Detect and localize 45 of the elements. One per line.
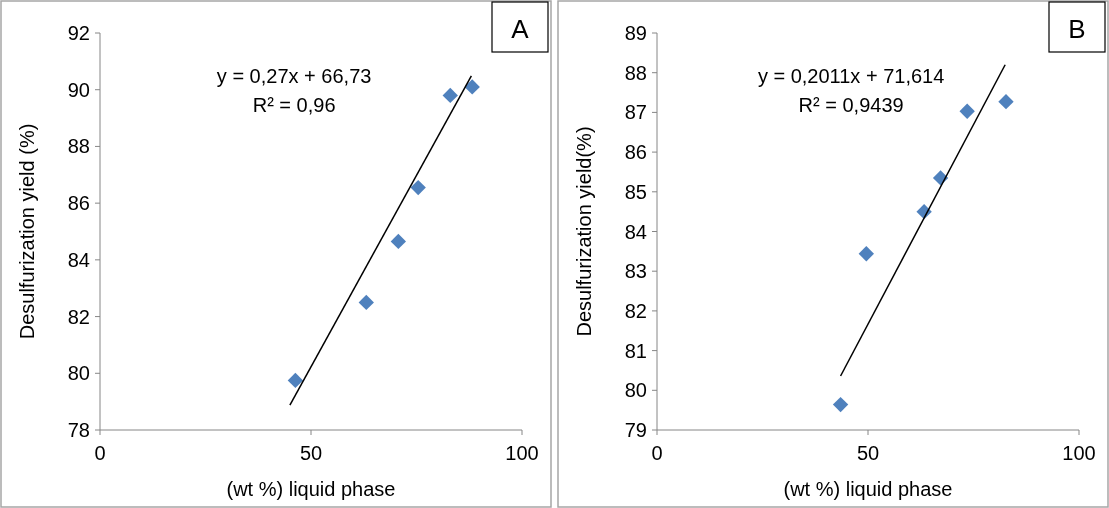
x-tick-label: 100 bbox=[1062, 442, 1096, 464]
point bbox=[358, 294, 374, 311]
y-tick-label: 89 bbox=[624, 22, 647, 44]
annotation: A bbox=[511, 14, 530, 44]
annotation: R² = 0,9439 bbox=[798, 94, 904, 116]
point bbox=[390, 233, 407, 250]
y-axis-title: Desulfurization yield(%) bbox=[573, 126, 595, 337]
annotation: B bbox=[1068, 14, 1086, 44]
y-tick-label: 88 bbox=[67, 135, 90, 158]
y-tick-label: 92 bbox=[67, 22, 90, 44]
annotation: y = 0,27x + 66,73 bbox=[216, 65, 372, 87]
annotation: y = 0,2011x + 71,614 bbox=[757, 65, 945, 87]
y-tick-label: 87 bbox=[624, 101, 647, 124]
y-tick-label: 80 bbox=[67, 362, 90, 385]
point bbox=[464, 79, 480, 95]
y-tick-label: 86 bbox=[624, 141, 647, 164]
annotation: R² = 0,96 bbox=[252, 94, 336, 116]
y-tick-label: 84 bbox=[624, 220, 647, 243]
y-axis-title: Desulfurization yield (%) bbox=[16, 123, 38, 340]
x-tick-label: 50 bbox=[856, 442, 880, 464]
point bbox=[442, 87, 458, 104]
x-tick-label: 0 bbox=[651, 442, 663, 464]
y-tick-label: 82 bbox=[624, 299, 647, 322]
y-tick-label: 82 bbox=[67, 305, 90, 328]
y-tick-label: 83 bbox=[624, 260, 647, 283]
point bbox=[959, 103, 975, 119]
y-tick-label: 88 bbox=[624, 61, 647, 84]
x-tick-label: 100 bbox=[505, 442, 539, 464]
point bbox=[998, 94, 1014, 110]
x-axis-title: (wt %) liquid phase bbox=[226, 478, 396, 500]
y-tick-label: 81 bbox=[624, 339, 647, 362]
point bbox=[287, 372, 304, 389]
y-tick-label: 86 bbox=[67, 192, 90, 215]
y-tick-label: 84 bbox=[67, 248, 90, 271]
point bbox=[858, 246, 874, 262]
x-tick-label: 0 bbox=[94, 442, 106, 464]
x-axis-title: (wt %) liquid phase bbox=[783, 478, 953, 500]
y-tick-label: 78 bbox=[67, 419, 90, 441]
point bbox=[410, 179, 426, 196]
y-tick-label: 79 bbox=[624, 419, 647, 441]
y-tick-label: 80 bbox=[624, 379, 647, 402]
x-tick-label: 50 bbox=[299, 442, 323, 464]
y-tick-label: 85 bbox=[624, 180, 647, 203]
y-tick-label: 90 bbox=[67, 78, 90, 101]
point bbox=[832, 396, 849, 413]
